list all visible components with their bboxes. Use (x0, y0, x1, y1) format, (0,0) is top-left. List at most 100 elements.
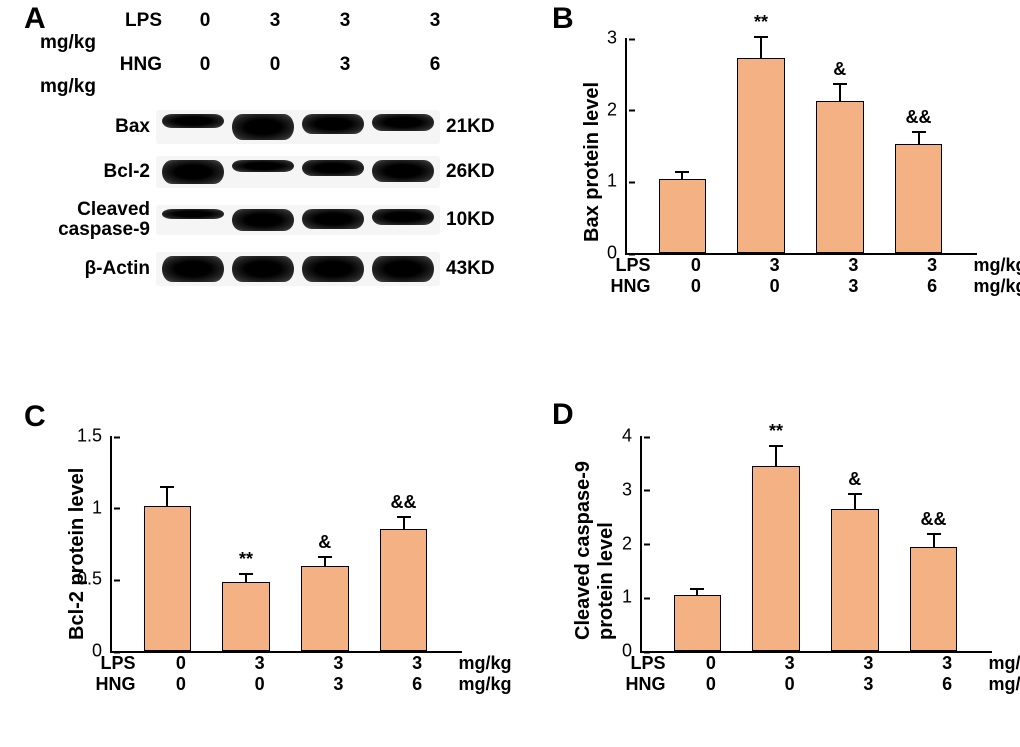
condition-value: 3 (908, 653, 987, 674)
error-bar (839, 84, 841, 102)
x-axis-conditions: LPS0333mg/kgHNG0036mg/kg (625, 255, 975, 297)
y-tick-label: 3 (622, 479, 642, 500)
error-bar (760, 37, 762, 59)
condition-value: 3 (299, 653, 378, 674)
condition-value: 3 (829, 674, 908, 695)
error-bar (245, 574, 247, 583)
wb-condition-row: LPS0333mg/kg (40, 10, 540, 54)
y-axis-label: Bcl-2 protein level (66, 468, 89, 640)
wb-band (162, 256, 224, 282)
wb-band (232, 209, 294, 231)
protein-label: Bcl-2 (40, 162, 156, 182)
error-bar (681, 172, 683, 181)
wb-band (232, 114, 294, 140)
condition-value: 0 (170, 10, 240, 32)
y-tick-label: 3 (607, 28, 627, 49)
panel-letter-b: B (552, 2, 574, 36)
x-axis-conditions: LPS0333mg/kgHNG0036mg/kg (640, 653, 990, 695)
chart-bar: & (816, 101, 864, 254)
condition-name: HNG (82, 674, 142, 695)
bar-chart-bax: 0123Bax protein level**&&&LPS0333mg/kgHN… (625, 38, 977, 255)
chart-plot-area: 00.511.5Bcl-2 protein level**&&& (110, 436, 462, 653)
wb-band (302, 209, 364, 229)
wb-band (162, 114, 224, 128)
condition-name: HNG (597, 276, 657, 297)
chart-bar (674, 595, 722, 651)
condition-value: 6 (893, 276, 972, 297)
condition-value: 0 (142, 653, 221, 674)
condition-unit: mg/kg (40, 76, 170, 98)
error-bar (918, 132, 920, 145)
figure: A B C D LPS0333mg/kgHNG0036mg/kgBax21KDB… (0, 0, 1020, 747)
condition-value: 3 (735, 255, 814, 276)
chart-plot-area: 01234Cleaved caspase-9protein level**&&& (640, 436, 992, 653)
protein-label: Cleavedcaspase-9 (40, 200, 156, 240)
wb-lanes (156, 110, 440, 144)
error-bar (854, 494, 856, 510)
wb-band (372, 209, 434, 225)
significance-mark: ** (239, 549, 253, 570)
error-bar (775, 446, 777, 468)
condition-value: 0 (657, 255, 736, 276)
protein-label: β-Actin (40, 259, 156, 279)
condition-value: 0 (170, 54, 240, 76)
significance-mark: & (318, 532, 331, 553)
condition-unit: mg/kg (457, 674, 512, 695)
chart-bar: ** (752, 466, 800, 651)
significance-mark: && (906, 107, 932, 128)
chart-bar: && (895, 144, 943, 254)
significance-mark: & (833, 59, 846, 80)
condition-value: 0 (220, 674, 299, 695)
significance-mark: ** (754, 12, 768, 33)
condition-value: 3 (310, 54, 380, 76)
x-axis-conditions: LPS0333mg/kgHNG0036mg/kg (110, 653, 460, 695)
chart-bar (659, 179, 707, 253)
condition-value: 0 (142, 674, 221, 695)
condition-value: 6 (908, 674, 987, 695)
condition-value: 0 (750, 674, 829, 695)
protein-kd: 10KD (440, 209, 516, 231)
condition-unit: mg/kg (987, 674, 1020, 695)
condition-value: 3 (380, 10, 490, 32)
condition-value: 3 (814, 255, 893, 276)
wb-band (232, 256, 294, 282)
condition-value: 3 (220, 653, 299, 674)
condition-name: LPS (597, 255, 657, 276)
condition-value: 0 (735, 276, 814, 297)
wb-band (302, 114, 364, 134)
condition-value: 0 (240, 54, 310, 76)
protein-kd: 21KD (440, 116, 516, 138)
panel-letter-d: D (552, 398, 574, 432)
wb-band (232, 160, 294, 172)
wb-lanes (156, 205, 440, 235)
bar-chart-bcl2: 00.511.5Bcl-2 protein level**&&&LPS0333m… (110, 436, 462, 653)
condition-value: 3 (893, 255, 972, 276)
y-tick-label: 1 (92, 497, 112, 518)
significance-mark: && (921, 509, 947, 530)
protein-label: Bax (40, 117, 156, 137)
error-bar (403, 517, 405, 530)
condition-name: HNG (40, 54, 170, 76)
condition-value: 3 (814, 276, 893, 297)
y-tick-label: 2 (607, 99, 627, 120)
condition-value: 3 (299, 674, 378, 695)
condition-unit: mg/kg (40, 32, 170, 54)
protein-kd: 26KD (440, 161, 516, 183)
chart-bar: && (910, 547, 958, 651)
condition-unit: mg/kg (457, 653, 512, 674)
wb-protein-row: Bcl-2 26KD (40, 156, 540, 188)
y-tick-label: 1.5 (77, 426, 112, 447)
condition-name: LPS (82, 653, 142, 674)
chart-bar: ** (222, 582, 270, 651)
wb-band (302, 256, 364, 282)
condition-value: 3 (378, 653, 457, 674)
wb-lanes (156, 252, 440, 286)
error-bar (324, 557, 326, 567)
y-tick-label: 4 (622, 426, 642, 447)
wb-lanes (156, 156, 440, 188)
wb-protein-row: Cleavedcaspase-9 10KD (40, 200, 540, 240)
condition-value: 6 (378, 674, 457, 695)
wb-protein-row: β-Actin43KD (40, 252, 540, 286)
chart-bar: && (380, 529, 428, 651)
bar-chart-caspase9: 01234Cleaved caspase-9protein level**&&&… (640, 436, 992, 653)
